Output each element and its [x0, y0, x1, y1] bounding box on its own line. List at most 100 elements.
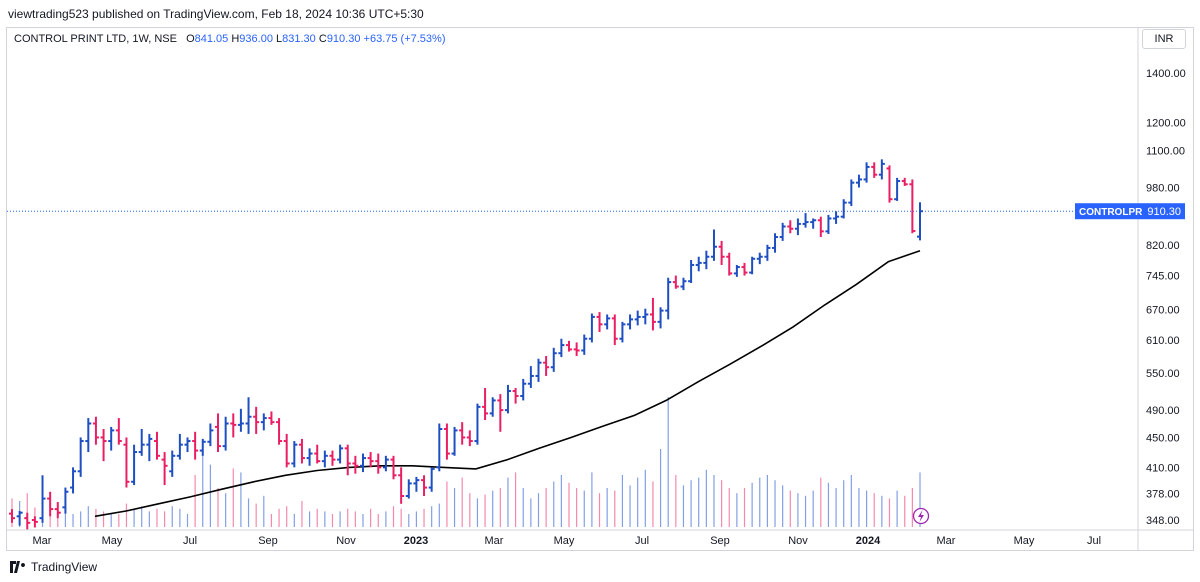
- volume-bar: [57, 511, 59, 527]
- volume-bar: [186, 514, 189, 527]
- y-tick-label: 980.00: [1146, 183, 1180, 195]
- ohlc-bar: [466, 430, 473, 447]
- volume-bar: [621, 475, 624, 527]
- currency-button[interactable]: INR: [1142, 29, 1186, 49]
- y-tick-label: 378.00: [1146, 488, 1180, 500]
- ohlc-bar: [703, 250, 710, 270]
- ohlc-bar: [451, 426, 458, 456]
- volume-bar: [865, 490, 868, 527]
- last-price-symbol: CONTROLPR: [1079, 207, 1143, 218]
- ohlc-bar: [634, 310, 641, 326]
- ohlc-bar: [489, 397, 496, 417]
- y-tick-label: 1200.00: [1146, 118, 1186, 130]
- ohlc-bar: [291, 441, 298, 468]
- volume-bar: [72, 514, 74, 527]
- ohlc-bar: [680, 277, 687, 291]
- ohlc-bar: [772, 233, 779, 253]
- x-tick-label: May: [554, 535, 575, 547]
- x-tick-label: Jul: [635, 535, 649, 547]
- volume-bar: [583, 490, 585, 527]
- ohlc-bar: [596, 312, 603, 332]
- ohlc-bar: [504, 384, 511, 414]
- volume-bar: [858, 488, 860, 527]
- ohlc-bar: [245, 397, 252, 434]
- volume-bar: [431, 506, 433, 527]
- volume-bar: [644, 469, 646, 527]
- volume-bar: [194, 475, 196, 527]
- volume-bar: [736, 493, 738, 527]
- lightning-icon-bolt: [918, 510, 924, 522]
- ohlc-bar: [359, 453, 366, 473]
- volume-bar: [232, 468, 234, 527]
- ohlc-bar: [787, 220, 794, 234]
- ohlc-bar: [909, 179, 916, 234]
- ohlc-bar: [306, 448, 313, 466]
- volume-bar: [896, 490, 898, 527]
- volume-bar: [446, 481, 448, 527]
- volume-bar: [293, 514, 295, 527]
- ohlc-bar: [863, 162, 870, 183]
- ohlc-bar: [100, 429, 107, 462]
- close-value: 910.30: [326, 33, 361, 45]
- volume-bar: [606, 488, 608, 527]
- ohlc-bar: [16, 510, 23, 526]
- volume-bar: [308, 511, 311, 527]
- ohlc-bar: [138, 429, 145, 456]
- ohlc-bar: [604, 314, 611, 330]
- ohlc-bar: [657, 307, 664, 329]
- volume-bar: [95, 508, 97, 527]
- volume-bar: [217, 488, 219, 527]
- y-tick-label: 670.00: [1146, 305, 1180, 317]
- y-tick-label: 550.00: [1146, 368, 1180, 380]
- volume-bar: [469, 493, 471, 527]
- y-tick-label: 348.00: [1146, 515, 1180, 527]
- ohlc-bar: [77, 437, 84, 477]
- ohlc-bar: [192, 431, 199, 460]
- ohlc-bar: [92, 416, 99, 445]
- ohlc-bar: [855, 174, 862, 188]
- x-tick-label: Mar: [937, 535, 956, 547]
- publication-note: viewtrading523 published on TradingView.…: [8, 7, 424, 21]
- ohlc-bar: [535, 358, 542, 382]
- ohlc-bar: [47, 491, 54, 517]
- ohlc-bar: [169, 450, 176, 477]
- volume-bar: [591, 472, 593, 527]
- volume-bar: [675, 475, 677, 527]
- ohlc-bar: [718, 240, 725, 265]
- ohlc-bar: [886, 165, 893, 203]
- ohlc-bar: [421, 475, 428, 497]
- volume-bar: [522, 488, 524, 527]
- volume-bar: [629, 485, 631, 527]
- ohlc-bar: [726, 252, 733, 276]
- ohlc-bar: [733, 264, 740, 277]
- volume-bar: [728, 488, 730, 527]
- ohlc-bar: [237, 408, 244, 432]
- ohlc-bar: [802, 213, 809, 228]
- ohlc-bar: [108, 426, 115, 451]
- volume-bar: [400, 508, 402, 527]
- moving-average-line: [94, 249, 921, 518]
- x-tick-label: May: [1014, 535, 1035, 547]
- volume-bar: [766, 475, 768, 527]
- ohlc-bar: [497, 394, 504, 432]
- volume-bar: [80, 511, 82, 527]
- ohlc-bar: [779, 222, 786, 241]
- volume-bar: [705, 469, 707, 527]
- ohlc-legend: CONTROL PRINT LTD, 1W, NSE O841.05 H936.…: [14, 33, 445, 45]
- ohlc-bar: [649, 297, 656, 331]
- x-tick-label: Jul: [183, 535, 197, 547]
- ohlc-bar: [817, 216, 824, 238]
- volume-bar: [247, 498, 250, 527]
- volume-bar: [423, 508, 425, 527]
- ohlc-bar: [207, 423, 214, 447]
- volume-bar: [820, 477, 822, 527]
- ohlc-bar: [199, 438, 206, 456]
- x-tick-label: 2024: [856, 535, 881, 547]
- volume-bar: [598, 493, 601, 527]
- ohlc-bar: [161, 452, 168, 486]
- volume-bar: [331, 514, 334, 527]
- close-label: C: [318, 33, 327, 45]
- volume-bar: [102, 511, 105, 527]
- volume-bar: [873, 493, 875, 527]
